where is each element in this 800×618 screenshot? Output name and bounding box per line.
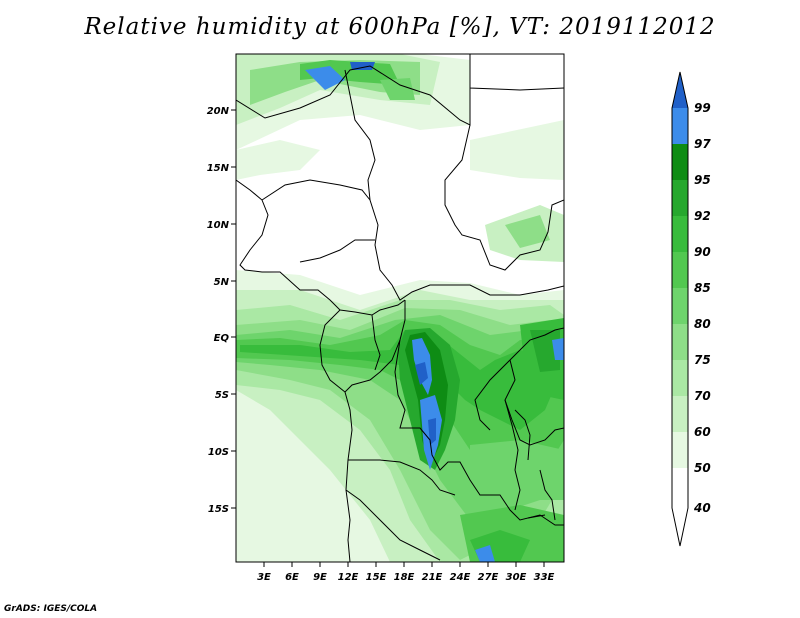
colorbar-label: 92	[694, 209, 711, 223]
lat-label: 10S	[208, 447, 229, 458]
lon-label: 9E	[313, 572, 327, 583]
colorbar-label: 95	[694, 173, 711, 187]
colorbar-label: 99	[694, 101, 711, 115]
lon-label: 27E	[478, 572, 499, 583]
lon-label: 6E	[285, 572, 299, 583]
colorbar-label: 70	[694, 389, 711, 403]
colorbar-swatch	[672, 396, 688, 432]
lon-label: 12E	[338, 572, 359, 583]
lat-label: 5S	[215, 390, 229, 401]
colorbar-label: 60	[694, 425, 711, 439]
lat-label: 10N	[207, 220, 230, 231]
humidity-field	[236, 54, 564, 562]
colorbar-swatch	[672, 72, 688, 108]
colorbar-swatch	[672, 508, 688, 546]
colorbar: 99 97 95 92 90 85 80 75 70 60 50 40	[671, 71, 711, 547]
lat-label: EQ	[214, 333, 230, 344]
colorbar-swatch	[672, 180, 688, 216]
lon-label: 15E	[366, 572, 387, 583]
colorbar-swatch	[672, 432, 688, 468]
colorbar-label: 50	[694, 461, 711, 475]
colorbar-label: 80	[694, 317, 711, 331]
lon-label: 18E	[394, 572, 415, 583]
credit-label: GrADS: IGES/COLA	[4, 604, 98, 614]
colorbar-swatch	[672, 216, 688, 252]
country-borders	[236, 54, 564, 562]
map-frame	[235, 53, 565, 563]
colorbar-label: 40	[693, 501, 711, 515]
longitude-axis: 3E 6E 9E 12E 15E 18E 21E 24E 27E 30E 33E	[257, 562, 555, 583]
lon-label: 3E	[257, 572, 271, 583]
colorbar-swatch	[672, 144, 688, 180]
lat-label: 5N	[214, 277, 230, 288]
lat-label: 15S	[208, 504, 229, 515]
colorbar-label: 85	[694, 281, 711, 295]
lon-label: 24E	[450, 572, 471, 583]
colorbar-swatch	[672, 468, 688, 508]
lon-label: 30E	[506, 572, 527, 583]
colorbar-label: 97	[694, 137, 711, 151]
lon-label: 33E	[534, 572, 555, 583]
colorbar-label: 90	[694, 245, 711, 259]
latitude-axis: 20N 15N 10N 5N EQ 5S 10S 15S	[207, 106, 236, 515]
map-title: Relative humidity at 600hPa [%], VT: 201…	[84, 14, 716, 40]
colorbar-swatch	[672, 324, 688, 360]
colorbar-label: 75	[694, 353, 711, 367]
colorbar-swatch	[672, 360, 688, 396]
lon-label: 21E	[422, 572, 443, 583]
colorbar-swatch	[672, 252, 688, 288]
colorbar-swatch	[672, 108, 688, 144]
colorbar-swatch	[672, 288, 688, 324]
lat-label: 20N	[207, 106, 230, 117]
lat-label: 15N	[207, 163, 230, 174]
